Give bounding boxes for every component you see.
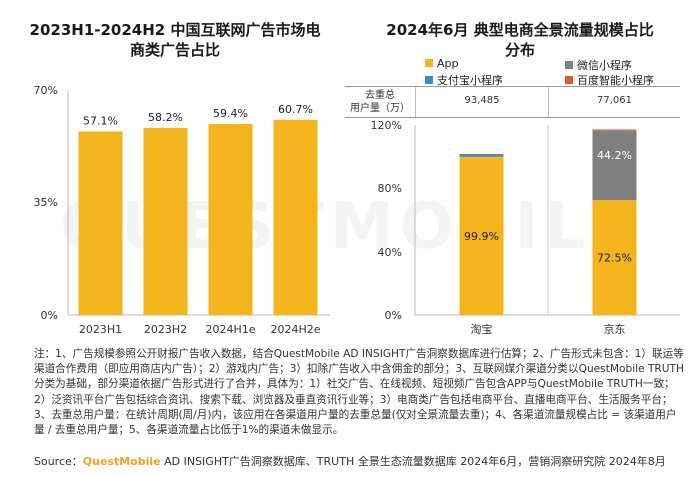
right-y-tick: 0%	[385, 309, 402, 322]
right-title-line1: 2024年6月 典型电商全景流量规模占比	[386, 21, 654, 39]
right-chart-title: 2024年6月 典型电商全景流量规模占比 分布	[360, 20, 680, 60]
users-header-line1: 去重总	[365, 90, 395, 101]
bar-value-label: 60.7%	[278, 103, 313, 116]
users-table-header: 去重总 用户量（万）	[345, 87, 415, 119]
x-tick-label: 2023H2	[144, 323, 187, 336]
users-header-line2: 用户量（万）	[350, 103, 410, 114]
segment-淘宝-App	[459, 156, 504, 315]
users-taobao: 93,485	[464, 95, 500, 106]
legend-label: 支付宝小程序	[437, 74, 503, 87]
users-table: 去重总 用户量（万） 93,485 77,061	[345, 86, 680, 118]
segment-淘宝-支付宝小程序	[459, 154, 504, 157]
x-tick-label: 京东	[604, 322, 626, 336]
left-y-tick: 70%	[34, 84, 58, 97]
segment-京东-App	[592, 200, 637, 315]
bar-2024H2e	[273, 119, 318, 316]
bar-2023H1	[78, 131, 123, 315]
legend-label: 微信小程序	[577, 59, 632, 72]
users-jd: 77,061	[597, 95, 632, 106]
left-title-line1: 2023H1-2024H2 中国互联网广告市场电	[29, 21, 321, 39]
left-title-line2: 商类广告占比	[129, 41, 220, 59]
left-y-tick: 0%	[41, 309, 58, 322]
right-stacked-chart: 120% 80% 40% 0% 淘宝 京东 99.9% 72.5% 44.2%	[371, 119, 680, 336]
legend-item-wechat: 微信小程序	[565, 57, 632, 73]
source-prefix: Source：	[34, 455, 83, 468]
legend-swatch	[565, 76, 573, 84]
legend-swatch	[425, 76, 433, 84]
bar-value-label: 57.1%	[83, 114, 118, 127]
right-legend: App 微信小程序 支付宝小程序 百度智能小程序	[345, 57, 680, 87]
bar-value-label: 58.2%	[148, 111, 183, 124]
bar-2023H2	[143, 127, 188, 315]
x-tick-label: 2024H1e	[205, 323, 255, 336]
x-tick-label: 2024H2e	[270, 323, 320, 336]
x-tick-label: 淘宝	[471, 322, 493, 336]
bar-value-label: 59.4%	[213, 107, 248, 120]
segment-京东-微信小程序	[592, 130, 637, 201]
source-brand: QuestMobile	[82, 455, 161, 468]
bar-2024H1e	[208, 124, 253, 315]
x-tick-label: 2023H1	[79, 323, 122, 336]
segment-label-app: 72.5%	[597, 252, 632, 265]
segment-京东-百度智能小程序	[592, 129, 637, 131]
source-line: Source：QuestMobile AD INSIGHT广告洞察数据库、TRU…	[34, 453, 666, 469]
legend-item-baidu: 百度智能小程序	[565, 72, 654, 88]
segment-label-wechat: 44.2%	[597, 149, 632, 162]
right-y-tick: 40%	[378, 246, 402, 259]
legend-item-alipay: 支付宝小程序	[425, 72, 503, 88]
right-y-tick: 80%	[378, 182, 402, 195]
right-title-line2: 分布	[504, 41, 535, 59]
legend-swatch	[425, 59, 433, 67]
segment-label-app: 99.9%	[464, 230, 499, 243]
footnote: 注：1、广告规模参照公开财报广告收入数据，结合QuestMobile AD IN…	[34, 348, 684, 437]
left-chart-title: 2023H1-2024H2 中国互联网广告市场电 商类广告占比	[20, 20, 330, 60]
left-bar-chart: 70% 35% 0% 57.1% 2023H1 58.2% 2023H2 59.4% 20…	[34, 84, 330, 336]
legend-label: 百度智能小程序	[577, 74, 654, 87]
legend-item-app: App	[425, 57, 459, 70]
left-y-tick: 35%	[34, 196, 58, 209]
legend-label: App	[437, 57, 459, 70]
legend-swatch	[565, 61, 573, 69]
right-y-tick: 120%	[371, 119, 402, 132]
source-rest: AD INSIGHT广告洞察数据库、TRUTH 全景生态流量数据库 2024年6…	[160, 455, 666, 468]
